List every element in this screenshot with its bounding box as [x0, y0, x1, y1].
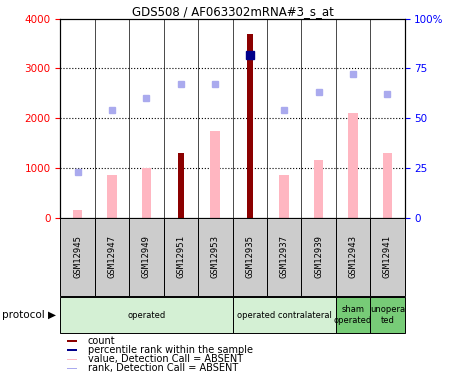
- Bar: [67, 350, 77, 351]
- Text: operated contralateral: operated contralateral: [237, 310, 332, 320]
- Bar: [107, 175, 117, 217]
- Title: GDS508 / AF063302mRNA#3_s_at: GDS508 / AF063302mRNA#3_s_at: [132, 4, 333, 18]
- Bar: [164, 217, 198, 296]
- Bar: [336, 297, 370, 333]
- Bar: [60, 217, 95, 296]
- Bar: [67, 340, 77, 342]
- Bar: [247, 34, 252, 218]
- Bar: [232, 297, 336, 333]
- Text: value, Detection Call = ABSENT: value, Detection Call = ABSENT: [88, 354, 243, 364]
- Bar: [67, 358, 77, 360]
- Text: rank, Detection Call = ABSENT: rank, Detection Call = ABSENT: [88, 363, 238, 374]
- Bar: [198, 217, 232, 296]
- Text: count: count: [88, 336, 116, 346]
- Bar: [95, 217, 129, 296]
- Bar: [129, 217, 164, 296]
- Bar: [73, 210, 82, 218]
- Text: operated: operated: [127, 310, 166, 320]
- Bar: [142, 168, 151, 217]
- Text: GSM12935: GSM12935: [245, 236, 254, 278]
- Bar: [279, 175, 289, 217]
- Bar: [336, 217, 370, 296]
- Text: GSM12943: GSM12943: [348, 236, 358, 278]
- Text: GSM12953: GSM12953: [211, 236, 220, 278]
- Bar: [301, 217, 336, 296]
- Bar: [267, 217, 301, 296]
- Text: sham
operated: sham operated: [334, 305, 372, 325]
- Text: GSM12951: GSM12951: [176, 236, 186, 278]
- Bar: [348, 113, 358, 218]
- Text: protocol ▶: protocol ▶: [2, 310, 56, 320]
- Bar: [370, 217, 405, 296]
- Bar: [67, 368, 77, 369]
- Bar: [60, 297, 232, 333]
- Bar: [232, 217, 267, 296]
- Bar: [211, 130, 220, 218]
- Text: GSM12945: GSM12945: [73, 236, 82, 278]
- Text: GSM12941: GSM12941: [383, 236, 392, 278]
- Text: GSM12939: GSM12939: [314, 236, 323, 278]
- Bar: [370, 297, 405, 333]
- Bar: [314, 160, 323, 218]
- Text: percentile rank within the sample: percentile rank within the sample: [88, 345, 253, 355]
- Bar: [383, 153, 392, 218]
- Text: GSM12937: GSM12937: [279, 236, 289, 278]
- Text: GSM12949: GSM12949: [142, 236, 151, 278]
- Bar: [178, 153, 184, 218]
- Text: GSM12947: GSM12947: [107, 236, 117, 278]
- Text: unopera
ted: unopera ted: [370, 305, 405, 325]
